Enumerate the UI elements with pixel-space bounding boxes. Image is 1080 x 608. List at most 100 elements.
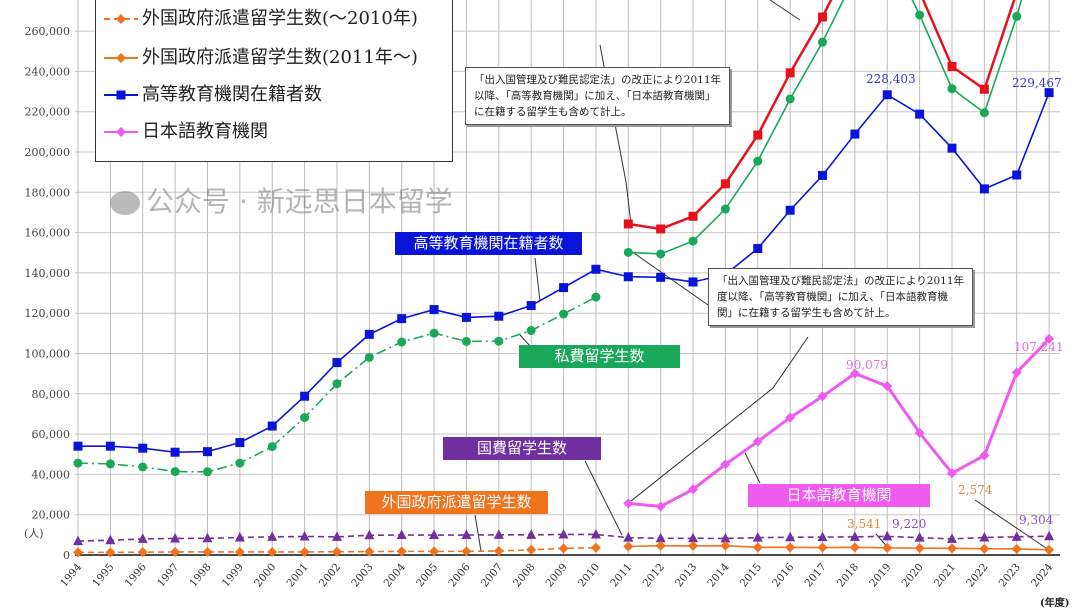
- data-point-purple: [170, 532, 181, 543]
- x-tick-label: 1997: [155, 561, 181, 589]
- series-line-pink: [628, 337, 1051, 508]
- data-point-blue: [915, 109, 925, 119]
- series-label-blue: 高等教育機関在籍者数: [395, 232, 582, 255]
- data-point-blue: [202, 447, 212, 457]
- data-point-blue: [591, 264, 601, 274]
- data-point-green_to2010: [170, 467, 180, 477]
- leader-line: [974, 499, 1050, 551]
- x-tick-label: 2024: [1029, 561, 1056, 589]
- data-point-blue: [526, 301, 536, 311]
- data-point-orange_to2010: [234, 546, 245, 557]
- leader-line: [584, 460, 623, 536]
- data-point-purple: [331, 531, 342, 541]
- data-point-blue: [559, 283, 569, 293]
- data-point-blue: [1044, 88, 1054, 98]
- x-tick-label: 2022: [964, 561, 990, 589]
- data-point-orange_to2010: [73, 547, 83, 558]
- data-point-green_to2010: [202, 467, 212, 477]
- y-tick-label: 200,000: [25, 146, 71, 159]
- data-point-purple: [849, 531, 860, 541]
- data-point-orange_from2011: [752, 542, 763, 553]
- data-point-pink: [785, 412, 796, 423]
- data-point-orange_to2010: [396, 546, 407, 557]
- data-point-purple: [688, 532, 699, 543]
- data-point-blue: [785, 205, 795, 215]
- x-tick-label: 2007: [479, 561, 505, 589]
- data-point-orange_from2011: [785, 542, 796, 553]
- data-point-purple: [979, 531, 990, 542]
- data-point-green_from2011: [688, 236, 698, 246]
- data-point-purple: [946, 533, 957, 543]
- data-point-orange_from2011: [623, 541, 634, 552]
- data-point-green_to2010: [235, 458, 245, 468]
- series-label-pink: 日本語教育機関: [748, 484, 930, 507]
- data-point-red: [623, 219, 633, 229]
- data-point-orange_to2010: [202, 546, 213, 557]
- y-tick-label: 60,000: [32, 428, 71, 441]
- data-point-purple: [234, 531, 245, 542]
- legend-item: 日本語教育機関: [104, 121, 268, 143]
- data-point-pink: [752, 436, 763, 447]
- data-point-green_to2010: [105, 459, 115, 469]
- series-layer: [73, 0, 1055, 558]
- series-line-red: [628, 0, 1016, 231]
- y-tick-label: 120,000: [25, 307, 71, 320]
- annotation-line: 「出入国管理及び難民認定法」の改正により2011年: [717, 275, 965, 287]
- data-point-purple: [267, 531, 278, 541]
- annotation-line: 「出入国管理及び難民認定法」の改正により2011年: [474, 74, 722, 86]
- leader-line: [769, 0, 801, 21]
- x-tick-label: 1996: [123, 561, 150, 589]
- data-point-orange_to2010: [299, 546, 310, 557]
- data-point-green_to2010: [138, 462, 148, 472]
- data-label-orange-2019: 3,541: [847, 517, 882, 531]
- data-point-purple: [105, 534, 116, 545]
- x-unit-label: (年度): [1040, 596, 1069, 608]
- watermark-text: 公众号 · 新远思日本留学: [146, 185, 453, 218]
- legend-swatch: [104, 127, 138, 137]
- data-point-purple: [720, 532, 731, 543]
- data-point-purple: [558, 528, 569, 539]
- data-point-red: [656, 224, 666, 234]
- data-label-blue-2024: 229,467: [1012, 76, 1062, 90]
- data-point-purple: [429, 529, 440, 540]
- data-point-green_to2010: [73, 458, 83, 468]
- series-label-purple: 国費留学生数: [443, 437, 601, 460]
- y-tick-label: 100,000: [25, 348, 71, 361]
- data-point-red: [688, 211, 698, 221]
- data-point-red: [753, 130, 763, 140]
- legend-swatch: [104, 53, 138, 63]
- data-point-red: [947, 61, 957, 71]
- annotation-upper: 「出入国管理及び難民認定法」の改正により2011年 以降、「高等教育機関」に加え…: [465, 67, 731, 125]
- data-point-blue: [947, 143, 957, 153]
- annotation-line: 以降、「高等教育機関」に加え、「日本語教育機関」: [474, 90, 716, 102]
- data-point-blue: [267, 421, 277, 431]
- data-point-purple: [461, 529, 472, 540]
- x-tick-label: 2014: [705, 561, 732, 589]
- legend-item: 外国政府派遣留学生数(～2010年): [104, 8, 418, 30]
- data-point-orange_to2010: [331, 546, 342, 557]
- data-point-orange_to2010: [429, 546, 440, 557]
- data-point-green_from2011: [947, 84, 957, 94]
- data-point-pink: [817, 391, 828, 402]
- data-point-blue: [105, 441, 115, 451]
- data-point-blue: [1012, 170, 1022, 180]
- data-point-pink: [979, 450, 990, 461]
- series-line-green_to2010: [77, 296, 597, 473]
- series-green_to2010: [73, 292, 601, 477]
- data-point-pink: [623, 498, 634, 509]
- series-blue: [73, 88, 1054, 457]
- legend-item: 高等教育機関在籍者数: [104, 84, 322, 106]
- data-point-green_from2011: [1012, 11, 1022, 21]
- leader-line: [519, 334, 531, 347]
- data-label-purple-2024: 9,304: [1019, 513, 1054, 527]
- legend-swatch: [104, 90, 138, 100]
- y-tick-label: 240,000: [25, 65, 71, 78]
- data-point-orange_to2010: [493, 545, 504, 556]
- data-point-blue: [461, 312, 471, 322]
- data-point-blue: [850, 129, 860, 139]
- series-purple: [73, 528, 1055, 546]
- data-label-orange-2024: 2,574: [958, 483, 993, 497]
- series-line-orange_from2011: [628, 544, 1050, 551]
- y-tick-label: 140,000: [25, 267, 71, 280]
- y-tick-label: 160,000: [25, 227, 71, 240]
